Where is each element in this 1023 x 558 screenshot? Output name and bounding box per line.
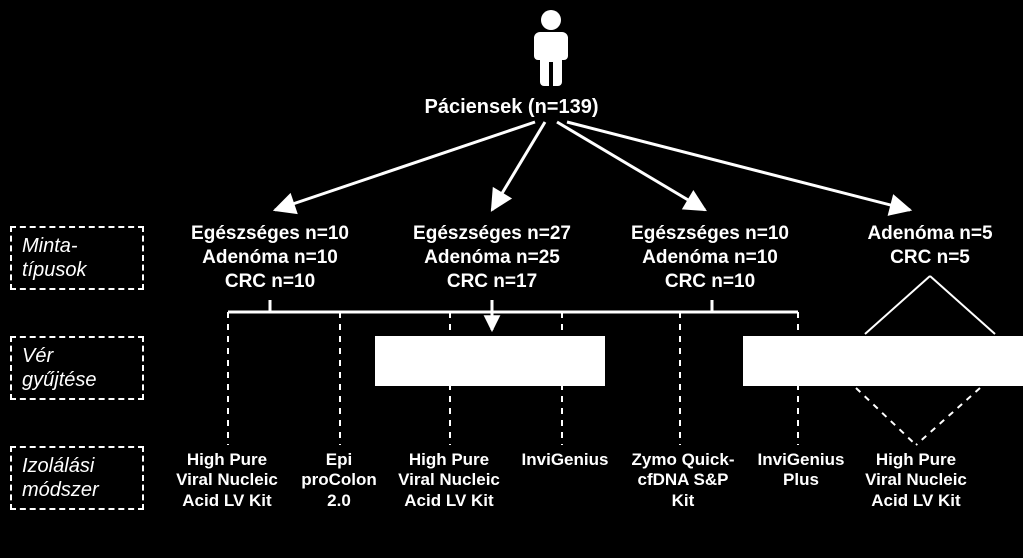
group-2-l1: Egészséges n=27 <box>392 222 592 246</box>
group-2-l2: Adenóma n=25 <box>392 246 592 270</box>
row-label-isol-l1: Izolálási <box>22 455 94 477</box>
method-1-l3: Acid LV Kit <box>162 491 292 511</box>
method-1-l2: Viral Nucleic <box>162 470 292 490</box>
group-3-l1: Egészséges n=10 <box>610 222 810 246</box>
group-2-l3: CRC n=17 <box>392 270 592 294</box>
root-label: Páciensek (n=139) <box>0 96 1023 119</box>
method-2-l1: Epi <box>294 450 384 470</box>
method-2: Epi proColon 2.0 <box>294 450 384 511</box>
method-4-l1: InviGenius <box>510 450 620 470</box>
group-3-l2: Adenóma n=10 <box>610 246 810 270</box>
method-3-l1: High Pure <box>384 450 514 470</box>
method-6-l2: Plus <box>746 470 856 490</box>
diagram-stage: Páciensek (n=139) Minta- típusok Vér gyű… <box>0 0 1023 558</box>
blood-box-2 <box>743 336 1023 386</box>
method-5: Zymo Quick- cfDNA S&P Kit <box>618 450 748 511</box>
row-label-types-l1: Minta- <box>22 235 78 257</box>
method-2-l3: 2.0 <box>294 491 384 511</box>
group-2: Egészséges n=27 Adenóma n=25 CRC n=17 <box>392 222 592 293</box>
person-icon <box>526 8 576 93</box>
method-3-l3: Acid LV Kit <box>384 491 514 511</box>
method-7: High Pure Viral Nucleic Acid LV Kit <box>846 450 986 511</box>
group-3-l3: CRC n=10 <box>610 270 810 294</box>
group-1-l3: CRC n=10 <box>170 270 370 294</box>
method-6: InviGenius Plus <box>746 450 856 491</box>
method-5-l1: Zymo Quick- <box>618 450 748 470</box>
row-label-types-l2: típusok <box>22 259 86 281</box>
row-label-blood-l2: gyűjtése <box>22 369 97 391</box>
group-1-l1: Egészséges n=10 <box>170 222 370 246</box>
method-6-l1: InviGenius <box>746 450 856 470</box>
method-1-l1: High Pure <box>162 450 292 470</box>
row-label-isol: Izolálási módszer <box>10 446 144 510</box>
method-5-l3: Kit <box>618 491 748 511</box>
group-1-l2: Adenóma n=10 <box>170 246 370 270</box>
row-label-isol-l2: módszer <box>22 479 99 501</box>
row-label-blood: Vér gyűjtése <box>10 336 144 400</box>
row-label-types: Minta- típusok <box>10 226 144 290</box>
group-1: Egészséges n=10 Adenóma n=10 CRC n=10 <box>170 222 370 293</box>
method-3: High Pure Viral Nucleic Acid LV Kit <box>384 450 514 511</box>
group-3: Egészséges n=10 Adenóma n=10 CRC n=10 <box>610 222 810 293</box>
blood-box-1 <box>375 336 605 386</box>
method-2-l2: proColon <box>294 470 384 490</box>
method-4: InviGenius <box>510 450 620 470</box>
row-label-blood-l1: Vér <box>22 345 53 367</box>
method-3-l2: Viral Nucleic <box>384 470 514 490</box>
method-7-l1: High Pure <box>846 450 986 470</box>
method-5-l2: cfDNA S&P <box>618 470 748 490</box>
method-7-l2: Viral Nucleic <box>846 470 986 490</box>
method-1: High Pure Viral Nucleic Acid LV Kit <box>162 450 292 511</box>
group-4-l2: CRC n=5 <box>830 246 1023 270</box>
group-4-l1: Adenóma n=5 <box>830 222 1023 246</box>
group-4: Adenóma n=5 CRC n=5 <box>830 222 1023 270</box>
method-7-l3: Acid LV Kit <box>846 491 986 511</box>
